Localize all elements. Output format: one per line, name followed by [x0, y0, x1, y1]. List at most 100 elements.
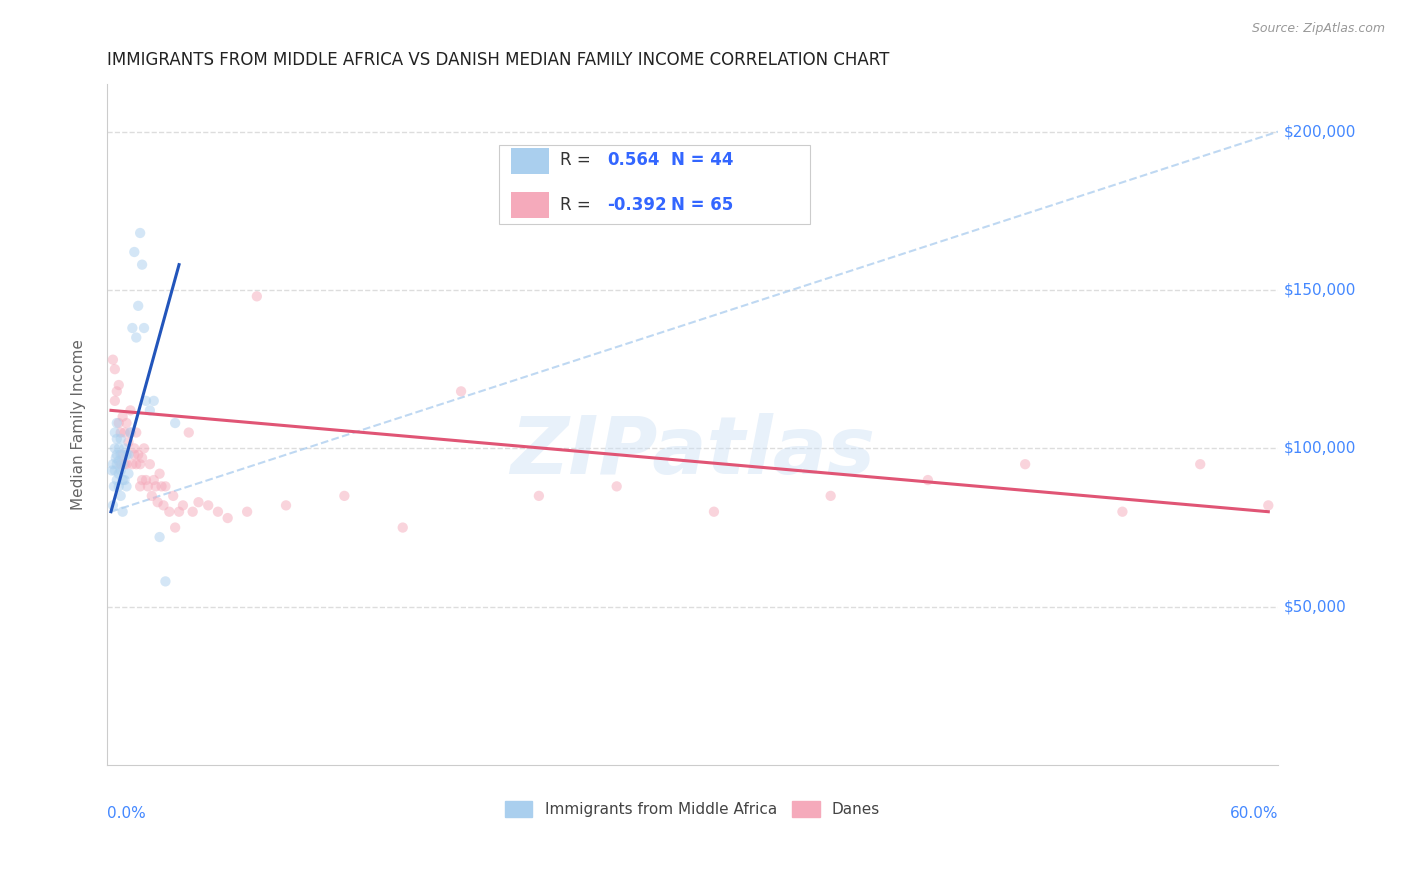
Point [124, 448, 146, 462]
FancyBboxPatch shape [510, 193, 548, 219]
Point [111, 409, 134, 424]
Point [114, 457, 136, 471]
Point [111, 448, 134, 462]
Point [142, 393, 165, 408]
Point [125, 330, 148, 344]
Point [131, 473, 153, 487]
Point [129, 479, 152, 493]
Text: 0.0%: 0.0% [107, 806, 146, 821]
Point [145, 479, 167, 493]
Point [110, 448, 132, 462]
Point [115, 416, 138, 430]
Point [105, 473, 128, 487]
Point [115, 448, 138, 462]
Point [101, 499, 124, 513]
Point [107, 416, 129, 430]
Point [149, 530, 172, 544]
Text: 0.564: 0.564 [607, 152, 659, 169]
Point [124, 442, 146, 456]
Point [917, 473, 939, 487]
Point [101, 457, 124, 471]
Y-axis label: Median Family Income: Median Family Income [72, 339, 86, 510]
Point [129, 226, 152, 240]
Point [125, 457, 148, 471]
Point [135, 473, 157, 487]
Point [236, 505, 259, 519]
Point [217, 511, 239, 525]
Point [110, 425, 132, 440]
Point [333, 489, 356, 503]
Point [103, 479, 125, 493]
Point [110, 432, 132, 446]
Point [117, 467, 139, 481]
Point [450, 384, 472, 399]
Point [157, 505, 180, 519]
Point [132, 442, 155, 456]
Point [155, 479, 177, 493]
Point [120, 425, 142, 440]
Point [104, 450, 127, 465]
Point [135, 393, 157, 408]
Point [115, 457, 138, 471]
Point [1257, 499, 1279, 513]
Point [177, 425, 200, 440]
Point [1014, 457, 1036, 471]
Text: Source: ZipAtlas.com: Source: ZipAtlas.com [1251, 22, 1385, 36]
Text: $150,000: $150,000 [1284, 283, 1357, 298]
Point [107, 479, 129, 493]
Point [125, 425, 148, 440]
Text: N = 44: N = 44 [672, 152, 734, 169]
Text: R =: R = [560, 195, 596, 214]
Point [107, 442, 129, 456]
Point [104, 425, 127, 440]
Point [274, 499, 297, 513]
Point [527, 489, 550, 503]
Point [165, 520, 187, 534]
Point [391, 520, 413, 534]
Point [606, 479, 628, 493]
Point [101, 352, 124, 367]
Text: $50,000: $50,000 [1284, 599, 1347, 615]
Text: $200,000: $200,000 [1284, 124, 1357, 139]
Point [105, 384, 128, 399]
Point [165, 416, 187, 430]
Point [155, 574, 177, 589]
Text: IMMIGRANTS FROM MIDDLE AFRICA VS DANISH MEDIAN FAMILY INCOME CORRELATION CHART: IMMIGRANTS FROM MIDDLE AFRICA VS DANISH … [107, 51, 890, 69]
Point [149, 467, 172, 481]
Point [107, 378, 129, 392]
Point [121, 457, 143, 471]
Point [105, 457, 128, 471]
Point [141, 489, 163, 503]
Text: ZIPatlas: ZIPatlas [510, 413, 875, 491]
Point [111, 505, 134, 519]
Point [131, 450, 153, 465]
Point [117, 435, 139, 450]
Point [121, 321, 143, 335]
Point [111, 457, 134, 471]
Point [167, 505, 190, 519]
Text: N = 65: N = 65 [672, 195, 734, 214]
Point [105, 416, 128, 430]
Point [703, 505, 725, 519]
Point [117, 448, 139, 462]
Point [207, 505, 229, 519]
Point [181, 505, 204, 519]
Point [104, 464, 127, 478]
Point [162, 489, 184, 503]
Point [114, 473, 136, 487]
Point [150, 479, 173, 493]
Legend: Immigrants from Middle Africa, Danes: Immigrants from Middle Africa, Danes [499, 795, 886, 823]
Point [107, 467, 129, 481]
Point [152, 499, 174, 513]
Point [104, 393, 127, 408]
Point [101, 464, 124, 478]
Point [110, 489, 132, 503]
Point [120, 403, 142, 417]
Point [197, 499, 219, 513]
Point [124, 245, 146, 260]
Point [127, 448, 149, 462]
Text: -0.392: -0.392 [607, 195, 666, 214]
FancyBboxPatch shape [499, 145, 810, 224]
Point [139, 403, 162, 417]
Point [1111, 505, 1133, 519]
